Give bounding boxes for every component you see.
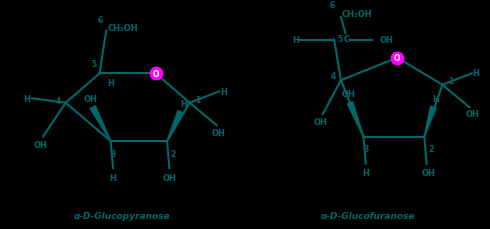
Polygon shape (90, 106, 111, 142)
Text: 6: 6 (98, 16, 103, 25)
Text: O: O (152, 70, 159, 79)
Text: 1: 1 (196, 95, 200, 104)
Text: CH₂OH: CH₂OH (107, 24, 138, 33)
Text: 5: 5 (91, 60, 96, 68)
Text: OH: OH (162, 173, 176, 182)
Text: OH: OH (34, 140, 48, 149)
Text: OH: OH (466, 110, 480, 119)
Text: C: C (343, 35, 349, 44)
Text: OH: OH (379, 36, 393, 45)
Text: α-D-Glucopyranose: α-D-Glucopyranose (74, 211, 171, 220)
Text: CH₂OH: CH₂OH (342, 10, 373, 19)
Text: 3: 3 (110, 149, 116, 158)
Text: H: H (181, 100, 188, 109)
Text: O: O (394, 54, 400, 63)
Text: OH: OH (314, 118, 328, 127)
Text: 2: 2 (170, 149, 175, 158)
Text: 4: 4 (331, 72, 337, 81)
Text: OH: OH (422, 168, 436, 177)
Text: 2: 2 (428, 145, 434, 154)
Text: H: H (110, 173, 117, 182)
Text: 6: 6 (329, 1, 335, 10)
Text: H: H (362, 168, 369, 177)
Text: H: H (293, 36, 299, 45)
Text: H: H (432, 94, 439, 103)
Text: 5: 5 (338, 35, 343, 44)
Text: H: H (473, 68, 480, 77)
Polygon shape (424, 107, 436, 137)
Text: 4: 4 (56, 97, 61, 106)
Text: OH: OH (212, 128, 226, 137)
Text: OH: OH (342, 90, 356, 99)
Text: OH: OH (83, 94, 98, 103)
Text: H: H (23, 94, 30, 103)
Text: H: H (220, 87, 227, 97)
Text: α-D-Glucofuranose: α-D-Glucofuranose (321, 211, 415, 220)
Text: 1: 1 (448, 76, 453, 85)
Polygon shape (167, 111, 183, 142)
Polygon shape (347, 102, 364, 137)
Text: 3: 3 (363, 145, 368, 154)
Text: H: H (107, 79, 114, 87)
